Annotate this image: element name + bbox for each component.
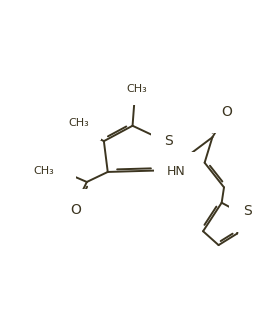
Text: S: S — [165, 134, 173, 148]
Text: S: S — [243, 204, 252, 218]
Text: CH₃: CH₃ — [126, 84, 147, 94]
Text: O: O — [51, 164, 62, 178]
Text: CH₃: CH₃ — [69, 118, 90, 128]
Text: O: O — [70, 203, 81, 217]
Text: CH₃: CH₃ — [33, 166, 54, 176]
Text: HN: HN — [167, 165, 185, 178]
Text: O: O — [222, 105, 233, 119]
